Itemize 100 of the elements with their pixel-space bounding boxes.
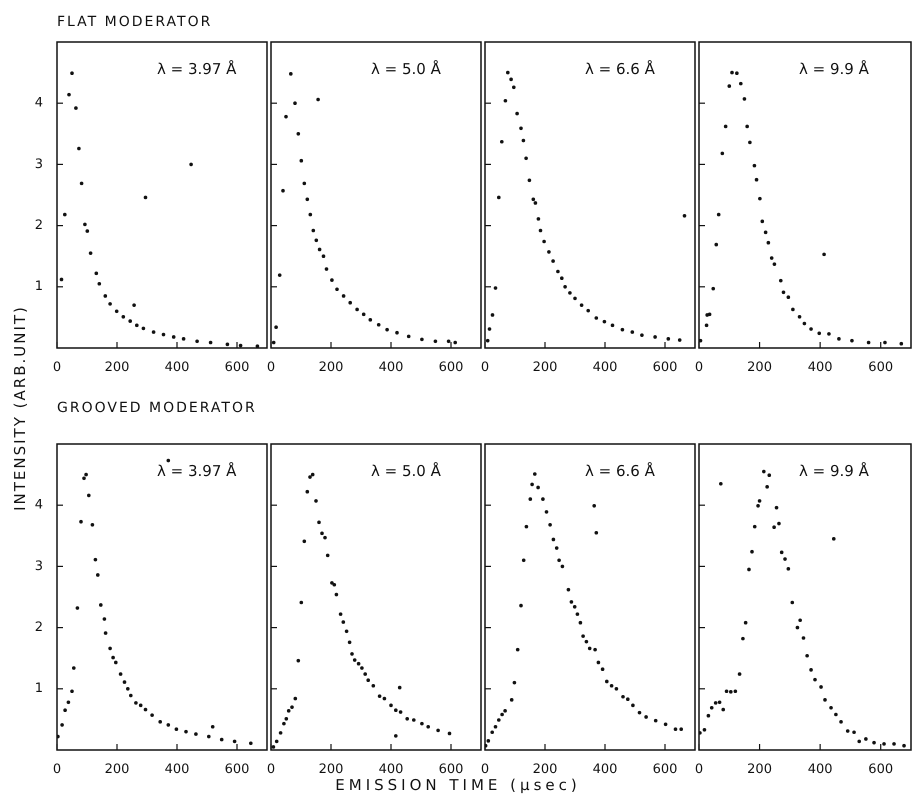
point — [778, 278, 783, 282]
point — [324, 267, 328, 271]
y-tick-label: 3 — [34, 558, 43, 574]
point — [389, 704, 393, 708]
point — [316, 98, 320, 102]
point — [758, 499, 762, 503]
point — [286, 709, 290, 713]
point — [312, 228, 316, 232]
point — [220, 738, 224, 742]
x-tick-label: 0 — [52, 360, 62, 376]
point — [238, 344, 242, 348]
point — [719, 482, 723, 486]
annotation: λ = 9.9 Å — [799, 462, 869, 480]
point — [486, 338, 490, 342]
point — [557, 558, 561, 562]
point — [602, 320, 606, 324]
annotation: λ = 9.9 Å — [799, 60, 869, 78]
point — [486, 739, 490, 743]
point — [752, 164, 756, 168]
point — [653, 335, 657, 339]
point — [758, 196, 762, 200]
point — [494, 724, 498, 729]
point — [60, 278, 64, 282]
point — [674, 727, 678, 731]
point — [536, 217, 540, 221]
point — [98, 282, 102, 286]
point — [678, 338, 682, 342]
point — [593, 648, 597, 652]
point — [60, 723, 64, 727]
point — [308, 212, 312, 216]
point — [249, 741, 253, 746]
point — [600, 667, 604, 672]
point — [274, 740, 278, 744]
y-axis-title: INTENSITY (ARB.UNIT) — [11, 305, 29, 511]
point — [900, 342, 904, 346]
point — [594, 530, 598, 535]
point — [135, 324, 139, 328]
point — [796, 626, 800, 630]
point — [406, 334, 410, 338]
point — [551, 259, 555, 263]
point — [420, 722, 424, 726]
point — [395, 330, 399, 334]
point — [735, 71, 739, 76]
point — [519, 126, 523, 130]
point — [278, 273, 282, 277]
point — [405, 716, 409, 721]
point — [580, 303, 584, 307]
point — [350, 652, 354, 656]
point — [534, 201, 538, 205]
point — [710, 706, 714, 710]
x-tick-label: 400 — [808, 360, 833, 376]
point — [342, 294, 346, 298]
point — [742, 97, 746, 101]
point — [195, 339, 199, 344]
point — [314, 238, 318, 242]
point — [752, 524, 757, 528]
point — [94, 272, 98, 276]
y-tick-label: 4 — [34, 498, 43, 513]
point — [138, 704, 142, 708]
point — [748, 140, 752, 144]
point — [398, 686, 402, 690]
point — [82, 476, 86, 480]
point — [777, 522, 781, 526]
point — [158, 720, 162, 724]
x-tick-label: 600 — [652, 762, 678, 778]
point — [83, 222, 87, 226]
point — [745, 124, 749, 128]
point — [446, 339, 450, 344]
point — [679, 727, 683, 731]
point — [63, 708, 67, 712]
point — [497, 196, 501, 200]
point — [819, 685, 823, 689]
annotation: λ = 6.6 Å — [585, 462, 655, 480]
point — [74, 106, 78, 110]
point — [314, 499, 318, 503]
point — [610, 324, 614, 328]
point — [210, 724, 214, 729]
point — [368, 318, 372, 322]
point — [560, 564, 564, 568]
x-tick-label: 200 — [318, 360, 344, 376]
y-tick-label: 4 — [34, 96, 43, 111]
point — [503, 709, 507, 713]
point — [172, 335, 176, 339]
point — [744, 620, 748, 625]
point — [488, 327, 492, 331]
point — [682, 214, 686, 218]
point — [412, 718, 416, 722]
point — [516, 648, 520, 652]
annotation: λ = 5.0 Å — [371, 60, 441, 78]
point — [790, 600, 794, 604]
point — [296, 658, 300, 662]
point — [282, 722, 286, 726]
point — [306, 197, 310, 202]
point — [798, 314, 802, 319]
point — [738, 82, 743, 86]
point — [111, 656, 115, 660]
point — [272, 340, 276, 344]
point — [560, 276, 564, 280]
point — [823, 698, 827, 702]
point — [519, 604, 523, 608]
